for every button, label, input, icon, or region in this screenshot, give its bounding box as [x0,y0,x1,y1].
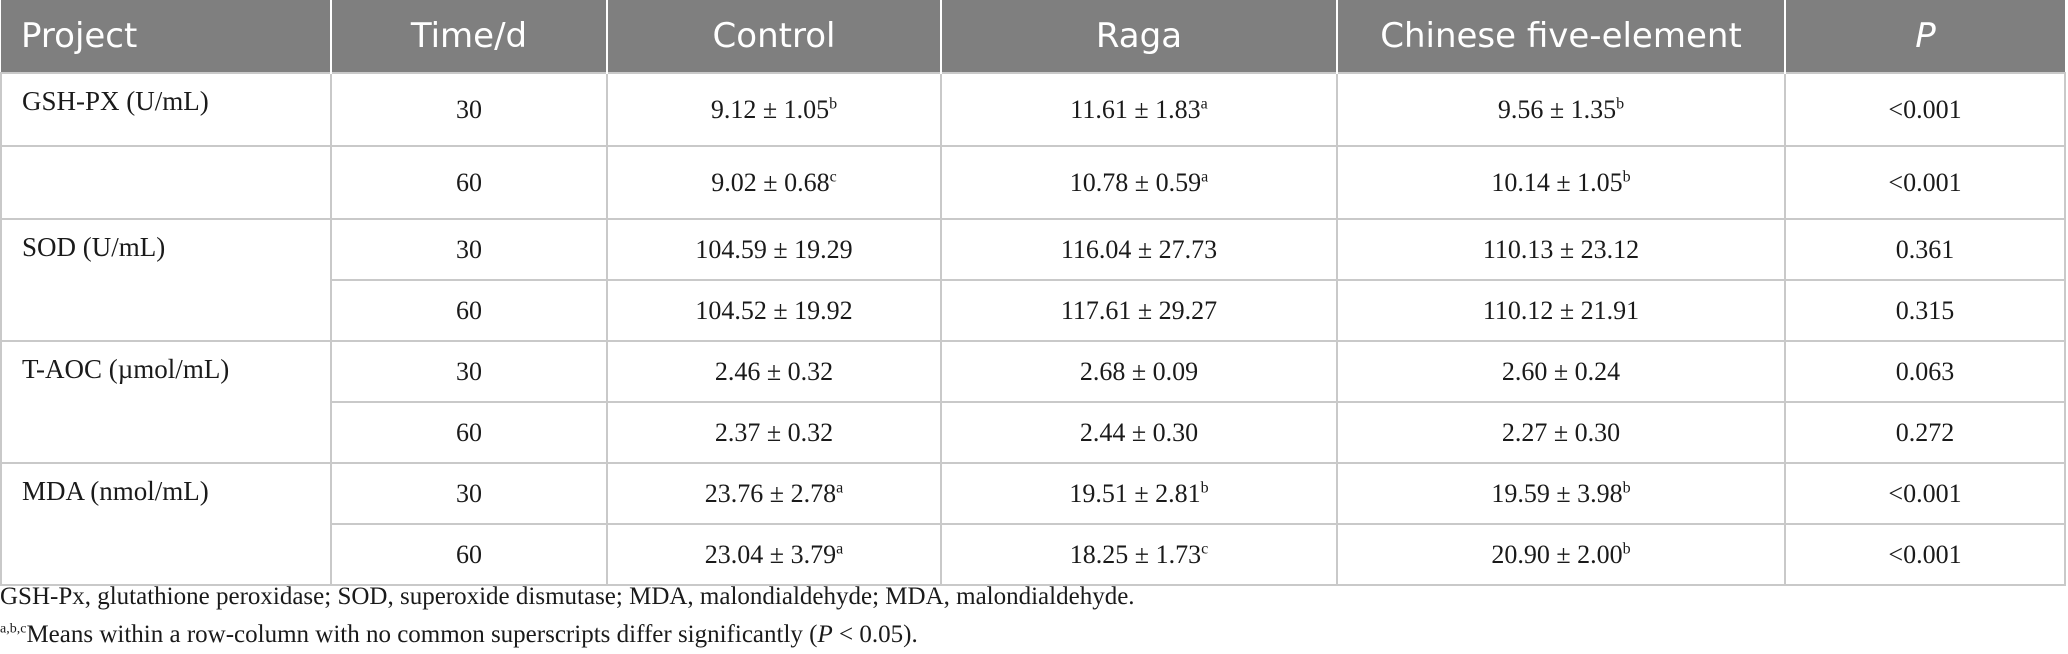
significance-marks: a,b,c [0,621,27,637]
time-cell: 60 [330,279,608,342]
raga-cell: 19.51 ± 2.81b [940,462,1338,525]
header-p: P [1784,0,2065,73]
table-row: 60 2.37 ± 0.32 2.44 ± 0.30 2.27 ± 0.30 0… [1,401,2066,464]
time-cell: 60 [330,145,608,220]
five-element-cell: 19.59 ± 3.98b [1336,462,1786,525]
project-cell: GSH-PX (U/mL) [0,72,332,147]
raga-cell: 116.04 ± 27.73 [940,218,1338,281]
project-cell: MDA (nmol/mL) [0,462,332,586]
table-row: T-AOC (µmol/mL) 30 2.46 ± 0.32 2.68 ± 0.… [0,340,2066,464]
table-row: GSH-PX (U/mL) 30 9.12 ± 1.05b 11.61 ± 1.… [0,72,2066,147]
control-cell: 9.12 ± 1.05b [606,72,942,147]
five-element-cell: 2.27 ± 0.30 [1336,401,1786,464]
header-time: Time/d [330,0,607,73]
five-element-cell: 110.13 ± 23.12 [1336,218,1786,281]
p-cell: 0.272 [1784,401,2066,464]
time-cell: 30 [330,72,608,147]
table-row: 60 23.04 ± 3.79a 18.25 ± 1.73c 20.90 ± 2… [1,523,2066,586]
p-cell: <0.001 [1784,72,2066,147]
project-cell: T-AOC (µmol/mL) [0,340,332,464]
project-cell [0,145,332,220]
raga-cell: 117.61 ± 29.27 [940,279,1338,342]
raga-cell: 2.44 ± 0.30 [940,401,1338,464]
five-element-cell: 10.14 ± 1.05b [1336,145,1786,220]
p-cell: <0.001 [1784,145,2066,220]
p-cell: 0.063 [1784,340,2066,403]
raga-cell: 10.78 ± 0.59a [940,145,1338,220]
time-cell: 60 [330,401,608,464]
raga-cell: 18.25 ± 1.73c [940,523,1338,586]
five-element-cell: 9.56 ± 1.35b [1336,72,1786,147]
time-cell: 30 [330,340,608,403]
control-cell: 23.04 ± 3.79a [606,523,942,586]
results-table: Project Time/d Control Raga Chinese five… [0,0,2066,586]
control-cell: 104.52 ± 19.92 [606,279,942,342]
significance-note: a,b,cMeans within a row-column with no c… [0,621,918,648]
header-five-element: Chinese five-element [1336,0,1785,73]
time-cell: 60 [330,523,608,586]
header-control: Control [606,0,941,73]
five-element-cell: 110.12 ± 21.91 [1336,279,1786,342]
p-cell: <0.001 [1784,462,2066,525]
table-footnotes: GSH-Px, glutathione peroxidase; SOD, sup… [0,578,1135,654]
control-cell: 23.76 ± 2.78a [606,462,942,525]
header-row: Project Time/d Control Raga Chinese five… [1,0,2065,73]
header-raga: Raga [940,0,1337,73]
table-row: 60 104.52 ± 19.92 117.61 ± 29.27 110.12 … [1,279,2066,342]
control-cell: 9.02 ± 0.68c [606,145,942,220]
five-element-cell: 20.90 ± 2.00b [1336,523,1786,586]
p-cell: <0.001 [1784,523,2066,586]
control-cell: 2.46 ± 0.32 [606,340,942,403]
project-cell: SOD (U/mL) [0,218,332,342]
p-cell: 0.361 [1784,218,2066,281]
time-cell: 30 [330,462,608,525]
raga-cell: 11.61 ± 1.83a [940,72,1338,147]
five-element-cell: 2.60 ± 0.24 [1336,340,1786,403]
table-row: SOD (U/mL) 30 104.59 ± 19.29 116.04 ± 27… [0,218,2066,342]
abbreviations-note: GSH-Px, glutathione peroxidase; SOD, sup… [0,583,1135,610]
header-project: Project [1,0,331,73]
p-cell: 0.315 [1784,279,2066,342]
raga-cell: 2.68 ± 0.09 [940,340,1338,403]
control-cell: 2.37 ± 0.32 [606,401,942,464]
table-row: 60 9.02 ± 0.68c 10.78 ± 0.59a 10.14 ± 1.… [0,145,2066,220]
control-cell: 104.59 ± 19.29 [606,218,942,281]
table-row: MDA (nmol/mL) 30 23.76 ± 2.78a 19.51 ± 2… [0,462,2066,586]
time-cell: 30 [330,218,608,281]
